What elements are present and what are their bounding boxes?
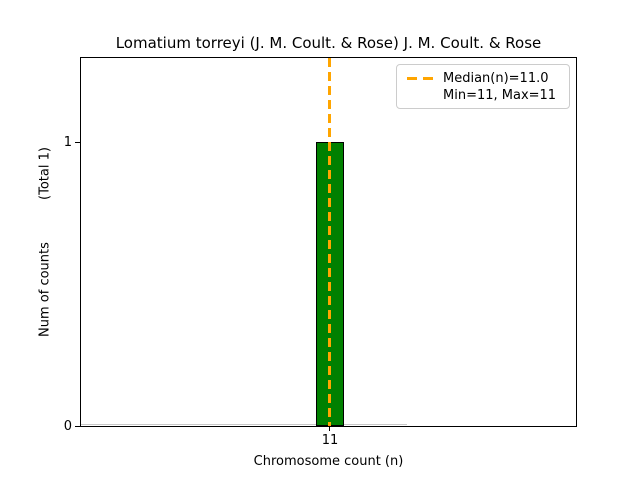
x-tick-mark-11 (329, 427, 330, 431)
legend: Median(n)=11.0 Min=11, Max=11 (396, 64, 570, 109)
chart-title: Lomatium torreyi (J. M. Coult. & Rose) J… (115, 34, 542, 52)
y-tick-mark-1 (75, 142, 80, 143)
y-tick-label-1: 1 (63, 135, 72, 150)
y-tick-label-0: 0 (63, 419, 72, 434)
legend-minmax-entry: Min=11, Max=11 (407, 87, 561, 104)
median-dashed-line (328, 58, 331, 426)
x-tick-label-11: 11 (321, 433, 339, 448)
zero-height-bins-edge-line (81, 424, 407, 425)
dashed-line-icon (407, 77, 433, 80)
x-axis-label: Chromosome count (n) (253, 454, 404, 469)
y-axis-label: Num of counts (Total 1) (38, 147, 53, 337)
y-axis-label-main: Num of counts (37, 242, 53, 337)
legend-minmax-label: Min=11, Max=11 (443, 88, 557, 103)
plot-area (80, 57, 577, 427)
y-tick-mark-0 (75, 426, 80, 427)
legend-median-entry: Median(n)=11.0 (407, 70, 561, 87)
legend-median-label: Median(n)=11.0 (443, 71, 549, 86)
y-axis-label-total: (Total 1) (37, 147, 53, 200)
